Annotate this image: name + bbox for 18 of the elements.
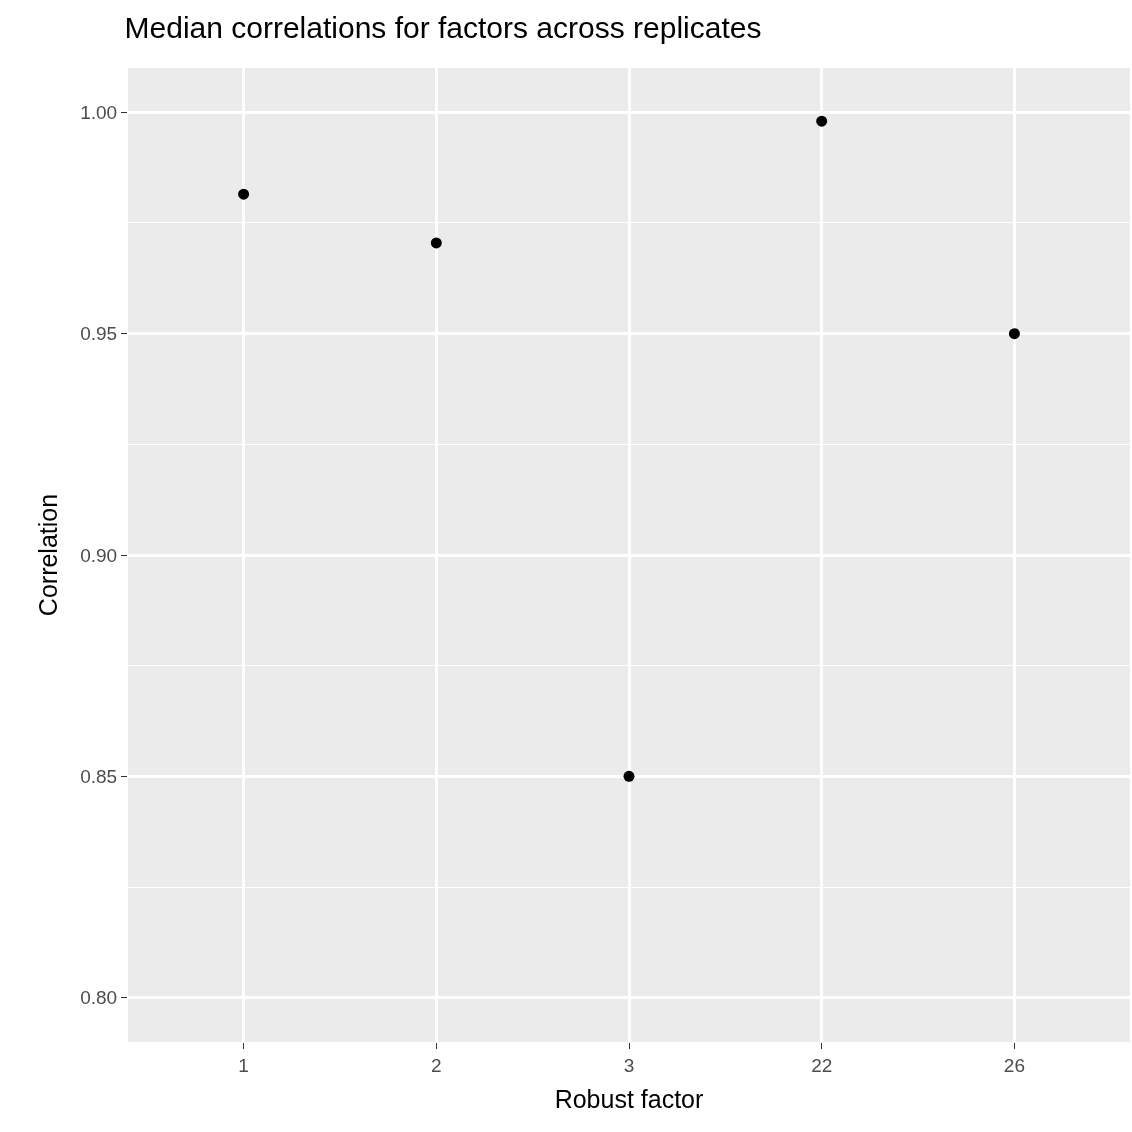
y-tick-label: 0.80 xyxy=(80,987,118,1009)
point xyxy=(623,770,635,782)
point xyxy=(1008,328,1020,340)
chart-title: Median correlations for factors across replicates xyxy=(124,10,762,44)
y-tick-label: 0.90 xyxy=(80,544,118,566)
point xyxy=(816,115,828,127)
x-axis-title: Robust factor xyxy=(554,1084,704,1113)
x-tick-label: 3 xyxy=(623,1054,635,1076)
y-axis-title: Correlation xyxy=(33,493,62,617)
point xyxy=(430,237,442,249)
x-tick-label: 1 xyxy=(238,1054,249,1076)
y-tick-label: 0.95 xyxy=(80,323,118,345)
y-tick-label: 1.00 xyxy=(80,101,118,123)
x-tick-label: 22 xyxy=(811,1054,833,1076)
x-tick-label: 26 xyxy=(1003,1054,1025,1076)
point xyxy=(238,188,250,200)
y-tick-label: 0.85 xyxy=(80,766,118,788)
x-tick-label: 2 xyxy=(431,1054,442,1076)
